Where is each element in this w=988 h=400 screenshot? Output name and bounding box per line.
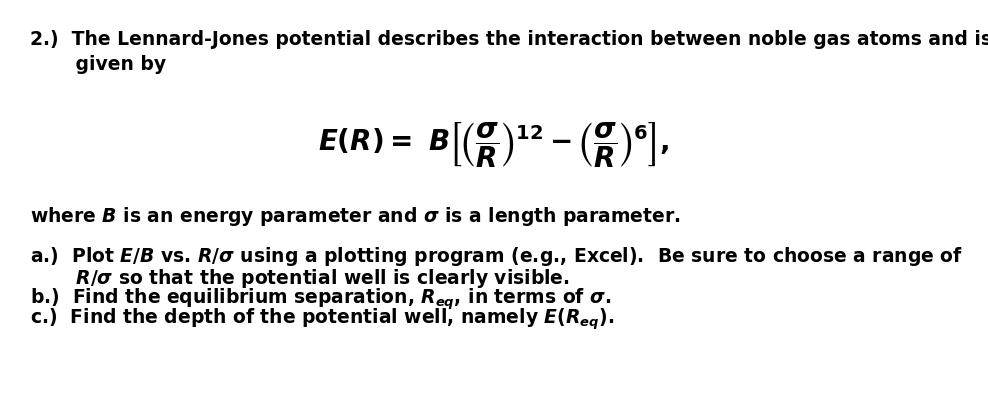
Text: 2.)  The Lennard-Jones potential describes the interaction between noble gas ato: 2.) The Lennard-Jones potential describe… bbox=[30, 30, 988, 49]
Text: c.)  Find the depth of the potential well, namely $E(R_{eq})$.: c.) Find the depth of the potential well… bbox=[30, 307, 615, 332]
Text: given by: given by bbox=[30, 55, 166, 74]
Text: $E(R) = \ B\left[\left(\dfrac{\sigma}{R}\right)^{12} - \left(\dfrac{\sigma}{R}\r: $E(R) = \ B\left[\left(\dfrac{\sigma}{R}… bbox=[318, 120, 670, 170]
Text: a.)  Plot $E/B$ vs. $R/\sigma$ using a plotting program (e.g., Excel).  Be sure : a.) Plot $E/B$ vs. $R/\sigma$ using a pl… bbox=[30, 245, 963, 268]
Text: where $B$ is an energy parameter and $\sigma$ is a length parameter.: where $B$ is an energy parameter and $\s… bbox=[30, 205, 681, 228]
Text: b.)  Find the equilibrium separation, $R_{eq}$, in terms of $\sigma$.: b.) Find the equilibrium separation, $R_… bbox=[30, 287, 612, 312]
Text: $R/\sigma$ so that the potential well is clearly visible.: $R/\sigma$ so that the potential well is… bbox=[30, 267, 570, 290]
